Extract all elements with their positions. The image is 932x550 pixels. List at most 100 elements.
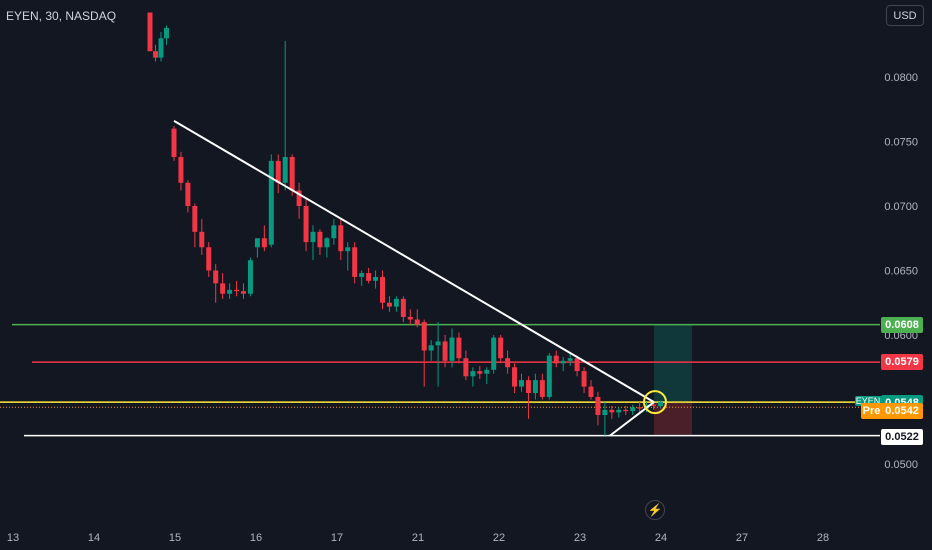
green-level-tag: 0.0608 (881, 317, 923, 333)
candle-body (609, 409, 615, 413)
candle-body (241, 291, 246, 294)
time-axis-label: 13 (7, 532, 19, 544)
target-zone (654, 324, 692, 403)
candle-body (164, 27, 169, 39)
currency-button[interactable]: USD (886, 5, 924, 26)
candle-body (525, 380, 531, 394)
candle-body (324, 238, 330, 248)
candle-body (171, 128, 177, 157)
candle-body (470, 371, 476, 377)
candle-body (220, 283, 226, 294)
chart-title: EYEN, 30, NASDAQ (6, 9, 117, 23)
candle-body (147, 12, 153, 52)
time-axis-label: 24 (655, 532, 667, 544)
candle-body (651, 404, 657, 406)
candle-body (303, 206, 309, 243)
candle-body (546, 355, 552, 397)
price-axis-label: 0.0750 (884, 137, 918, 149)
candle-body (373, 276, 379, 281)
candle-body (658, 402, 663, 406)
candle-body (435, 341, 441, 346)
support-level-tag: 0.0522 (881, 429, 923, 445)
candle-body (491, 337, 497, 370)
candle-body (386, 302, 392, 307)
candle-body (178, 156, 184, 183)
candle-body (407, 316, 413, 320)
candle-body (352, 247, 358, 277)
price-axis-label: 0.0600 (884, 330, 918, 342)
candle-body (380, 276, 385, 303)
candle-body (637, 407, 643, 409)
candle-body (282, 156, 288, 183)
candle-body (247, 260, 253, 294)
candle-body (463, 358, 469, 377)
price-axis-label: 0.0700 (884, 201, 918, 213)
time-axis-label: 21 (412, 532, 424, 544)
candle-body (213, 270, 219, 284)
price-axis-label: 0.0500 (884, 459, 918, 471)
candle-body (206, 247, 212, 271)
candle-body (456, 337, 462, 359)
candle-body (153, 51, 158, 58)
candle-body (553, 355, 559, 364)
time-axis-label: 22 (493, 532, 505, 544)
candle-body (532, 380, 538, 394)
candle-body (449, 337, 455, 361)
symbol-tag: EYEN (855, 396, 881, 406)
candle-body (234, 289, 240, 292)
candle-body (317, 231, 323, 248)
candle-body (602, 409, 608, 415)
red-level-tag: 0.0579 (881, 354, 923, 370)
premarket-price-tag: 0.0542 (881, 403, 923, 419)
candle-body (400, 298, 406, 317)
candle-body (158, 38, 164, 58)
candle-body (595, 396, 601, 415)
candle-body (477, 371, 483, 374)
time-axis-label: 15 (169, 532, 181, 544)
candle-body (296, 190, 302, 206)
candle-body (268, 160, 274, 245)
candle-body (338, 225, 344, 252)
premarket-label: Pre (861, 403, 882, 419)
candle-body (567, 358, 573, 361)
time-axis-label: 16 (250, 532, 262, 544)
price-axis-label: 0.0800 (884, 72, 918, 84)
candle-body (519, 380, 524, 387)
breakout-circle (643, 390, 667, 415)
candle-body (254, 238, 260, 248)
candle-body (310, 231, 316, 243)
candle-body (393, 298, 399, 307)
candle-body (512, 367, 518, 387)
candle-body (227, 289, 233, 294)
candle-body (560, 360, 566, 364)
candle-body (414, 319, 420, 325)
candle-body (588, 386, 594, 397)
candle-body (345, 247, 351, 252)
candle-body (421, 322, 427, 351)
time-axis-label: 17 (331, 532, 343, 544)
candle-body (289, 156, 295, 191)
candle-body (574, 358, 580, 372)
candle-body (261, 238, 267, 248)
candle-body (623, 409, 629, 412)
candle-body (185, 182, 191, 206)
price-axis-label: 0.0650 (884, 266, 918, 278)
time-axis-label: 23 (574, 532, 586, 544)
candle-body (581, 371, 587, 387)
candle-body (199, 231, 205, 248)
candle-body (331, 225, 337, 239)
candle-body (192, 206, 198, 232)
candle-body (428, 345, 434, 351)
candle-body (484, 369, 490, 374)
candle-body (366, 273, 372, 281)
candle-body (616, 409, 622, 413)
candle-body (275, 160, 281, 183)
candle-body (442, 341, 448, 361)
candle-body (630, 407, 636, 412)
flash-icon[interactable]: ⚡ (645, 500, 665, 520)
time-axis-label: 27 (736, 532, 748, 544)
candle-body (498, 337, 504, 359)
stop-zone (654, 402, 692, 436)
